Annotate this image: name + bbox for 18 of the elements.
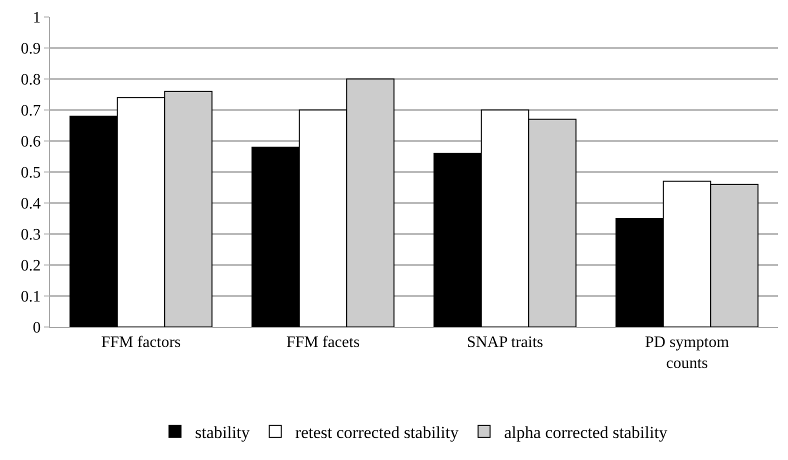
y-tick-label: 0.6 [20, 134, 41, 151]
x-tick-label: SNAP traits [466, 334, 544, 352]
legend-label: stability [195, 422, 250, 442]
y-tick-label: 0.8 [20, 72, 41, 89]
x-tick-label: PD symptom counts [644, 334, 730, 372]
y-tick-label: 0.9 [20, 40, 41, 58]
x-tick-label: FFM factors [101, 334, 181, 352]
y-tick-label: 0.3 [20, 226, 41, 244]
y-tick-label: 0.1 [20, 288, 41, 306]
y-tick-label: 1 [32, 10, 41, 27]
y-tick-label: 0.5 [20, 164, 41, 182]
y-tick-label: 0 [32, 320, 41, 337]
x-tick-label: FFM facets [286, 334, 360, 352]
y-tick-label: 0.4 [20, 196, 41, 213]
y-tick-label: 0.7 [20, 102, 41, 120]
legend-label: alpha corrected stability [504, 422, 668, 442]
y-tick-label: 0.2 [20, 258, 41, 275]
legend-label: retest corrected stability [295, 422, 460, 442]
